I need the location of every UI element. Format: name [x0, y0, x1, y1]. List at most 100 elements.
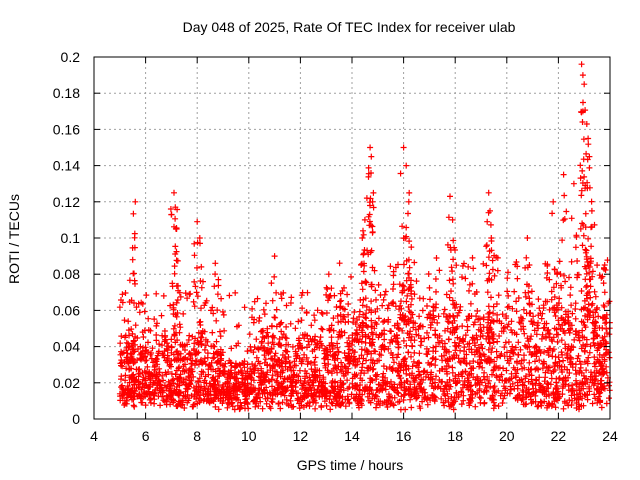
data-point	[334, 383, 341, 390]
data-point	[334, 355, 341, 362]
data-point	[216, 390, 223, 397]
data-point	[169, 391, 176, 398]
data-point	[375, 315, 382, 322]
data-point	[336, 260, 343, 267]
data-point	[359, 286, 366, 293]
data-point	[168, 363, 174, 370]
data-point	[246, 331, 253, 338]
data-point	[136, 391, 143, 398]
data-point	[445, 336, 452, 343]
data-point	[353, 330, 360, 337]
data-point	[317, 334, 324, 341]
data-point	[368, 323, 375, 330]
data-point	[279, 369, 286, 376]
data-point	[509, 343, 516, 350]
data-point	[449, 276, 456, 283]
data-point	[384, 305, 391, 312]
data-point	[362, 295, 369, 302]
data-point	[254, 395, 260, 402]
data-point	[121, 317, 128, 324]
data-point	[167, 206, 174, 212]
data-point	[528, 318, 535, 325]
data-point	[277, 320, 284, 327]
data-point	[519, 381, 526, 388]
data-point	[591, 391, 598, 398]
data-point	[439, 378, 446, 385]
data-point	[495, 403, 502, 410]
data-point	[283, 335, 290, 342]
data-point	[190, 403, 197, 410]
data-point	[151, 389, 158, 396]
data-point	[197, 334, 204, 340]
data-point	[522, 375, 529, 382]
data-point	[264, 346, 271, 353]
data-point	[232, 360, 239, 367]
data-point	[600, 302, 607, 309]
data-point	[579, 327, 586, 334]
data-point	[588, 243, 595, 250]
data-point	[562, 378, 569, 384]
data-point	[375, 281, 382, 288]
data-point	[382, 381, 389, 388]
data-point	[241, 364, 248, 371]
data-point	[604, 330, 610, 336]
data-point	[533, 388, 540, 395]
data-point	[484, 373, 491, 380]
data-point	[177, 390, 184, 397]
data-point	[488, 235, 495, 241]
data-point	[323, 354, 329, 361]
data-point	[359, 391, 366, 398]
data-point	[299, 305, 306, 312]
data-point	[256, 318, 262, 324]
data-point	[490, 367, 497, 374]
data-point	[538, 315, 545, 322]
data-point	[585, 135, 592, 142]
data-point	[499, 390, 505, 397]
data-point	[528, 288, 535, 295]
data-point	[538, 335, 545, 342]
data-point	[508, 327, 515, 333]
data-point	[480, 260, 487, 267]
data-point	[337, 290, 344, 297]
data-point	[234, 323, 240, 330]
data-point	[390, 272, 397, 279]
data-point	[374, 386, 381, 393]
data-point	[130, 402, 137, 409]
data-point	[581, 348, 588, 355]
data-point	[514, 358, 520, 365]
data-point	[581, 391, 588, 398]
y-tick-label: 0.08	[53, 266, 80, 282]
data-point	[425, 334, 432, 341]
data-point	[596, 351, 603, 358]
data-point	[414, 360, 421, 367]
data-point	[597, 381, 604, 388]
y-tick-label: 0	[72, 411, 80, 427]
data-point	[448, 264, 455, 271]
data-point	[388, 400, 395, 407]
data-point	[577, 364, 584, 371]
data-point	[130, 360, 137, 367]
data-point	[198, 305, 204, 312]
data-point	[244, 401, 251, 408]
data-point	[573, 381, 580, 388]
data-point	[345, 365, 352, 372]
data-point	[188, 392, 195, 399]
data-point	[484, 218, 491, 225]
y-tick-labels: 0 0.02 0.04 0.06 0.08 0.1 0.12 0.14 0.16 0.18 0.2	[53, 49, 80, 427]
data-point	[505, 339, 512, 345]
data-point	[335, 363, 342, 370]
data-point	[445, 214, 452, 221]
data-point	[262, 356, 269, 363]
data-point	[424, 329, 430, 336]
data-point	[121, 391, 127, 398]
data-point	[488, 294, 494, 301]
data-point	[394, 320, 401, 327]
data-point	[461, 378, 468, 384]
data-point	[359, 235, 366, 241]
data-point	[411, 349, 418, 356]
data-point	[513, 331, 520, 338]
data-point	[269, 356, 276, 363]
data-point	[504, 357, 511, 364]
data-point	[288, 294, 295, 301]
data-point	[542, 374, 549, 381]
